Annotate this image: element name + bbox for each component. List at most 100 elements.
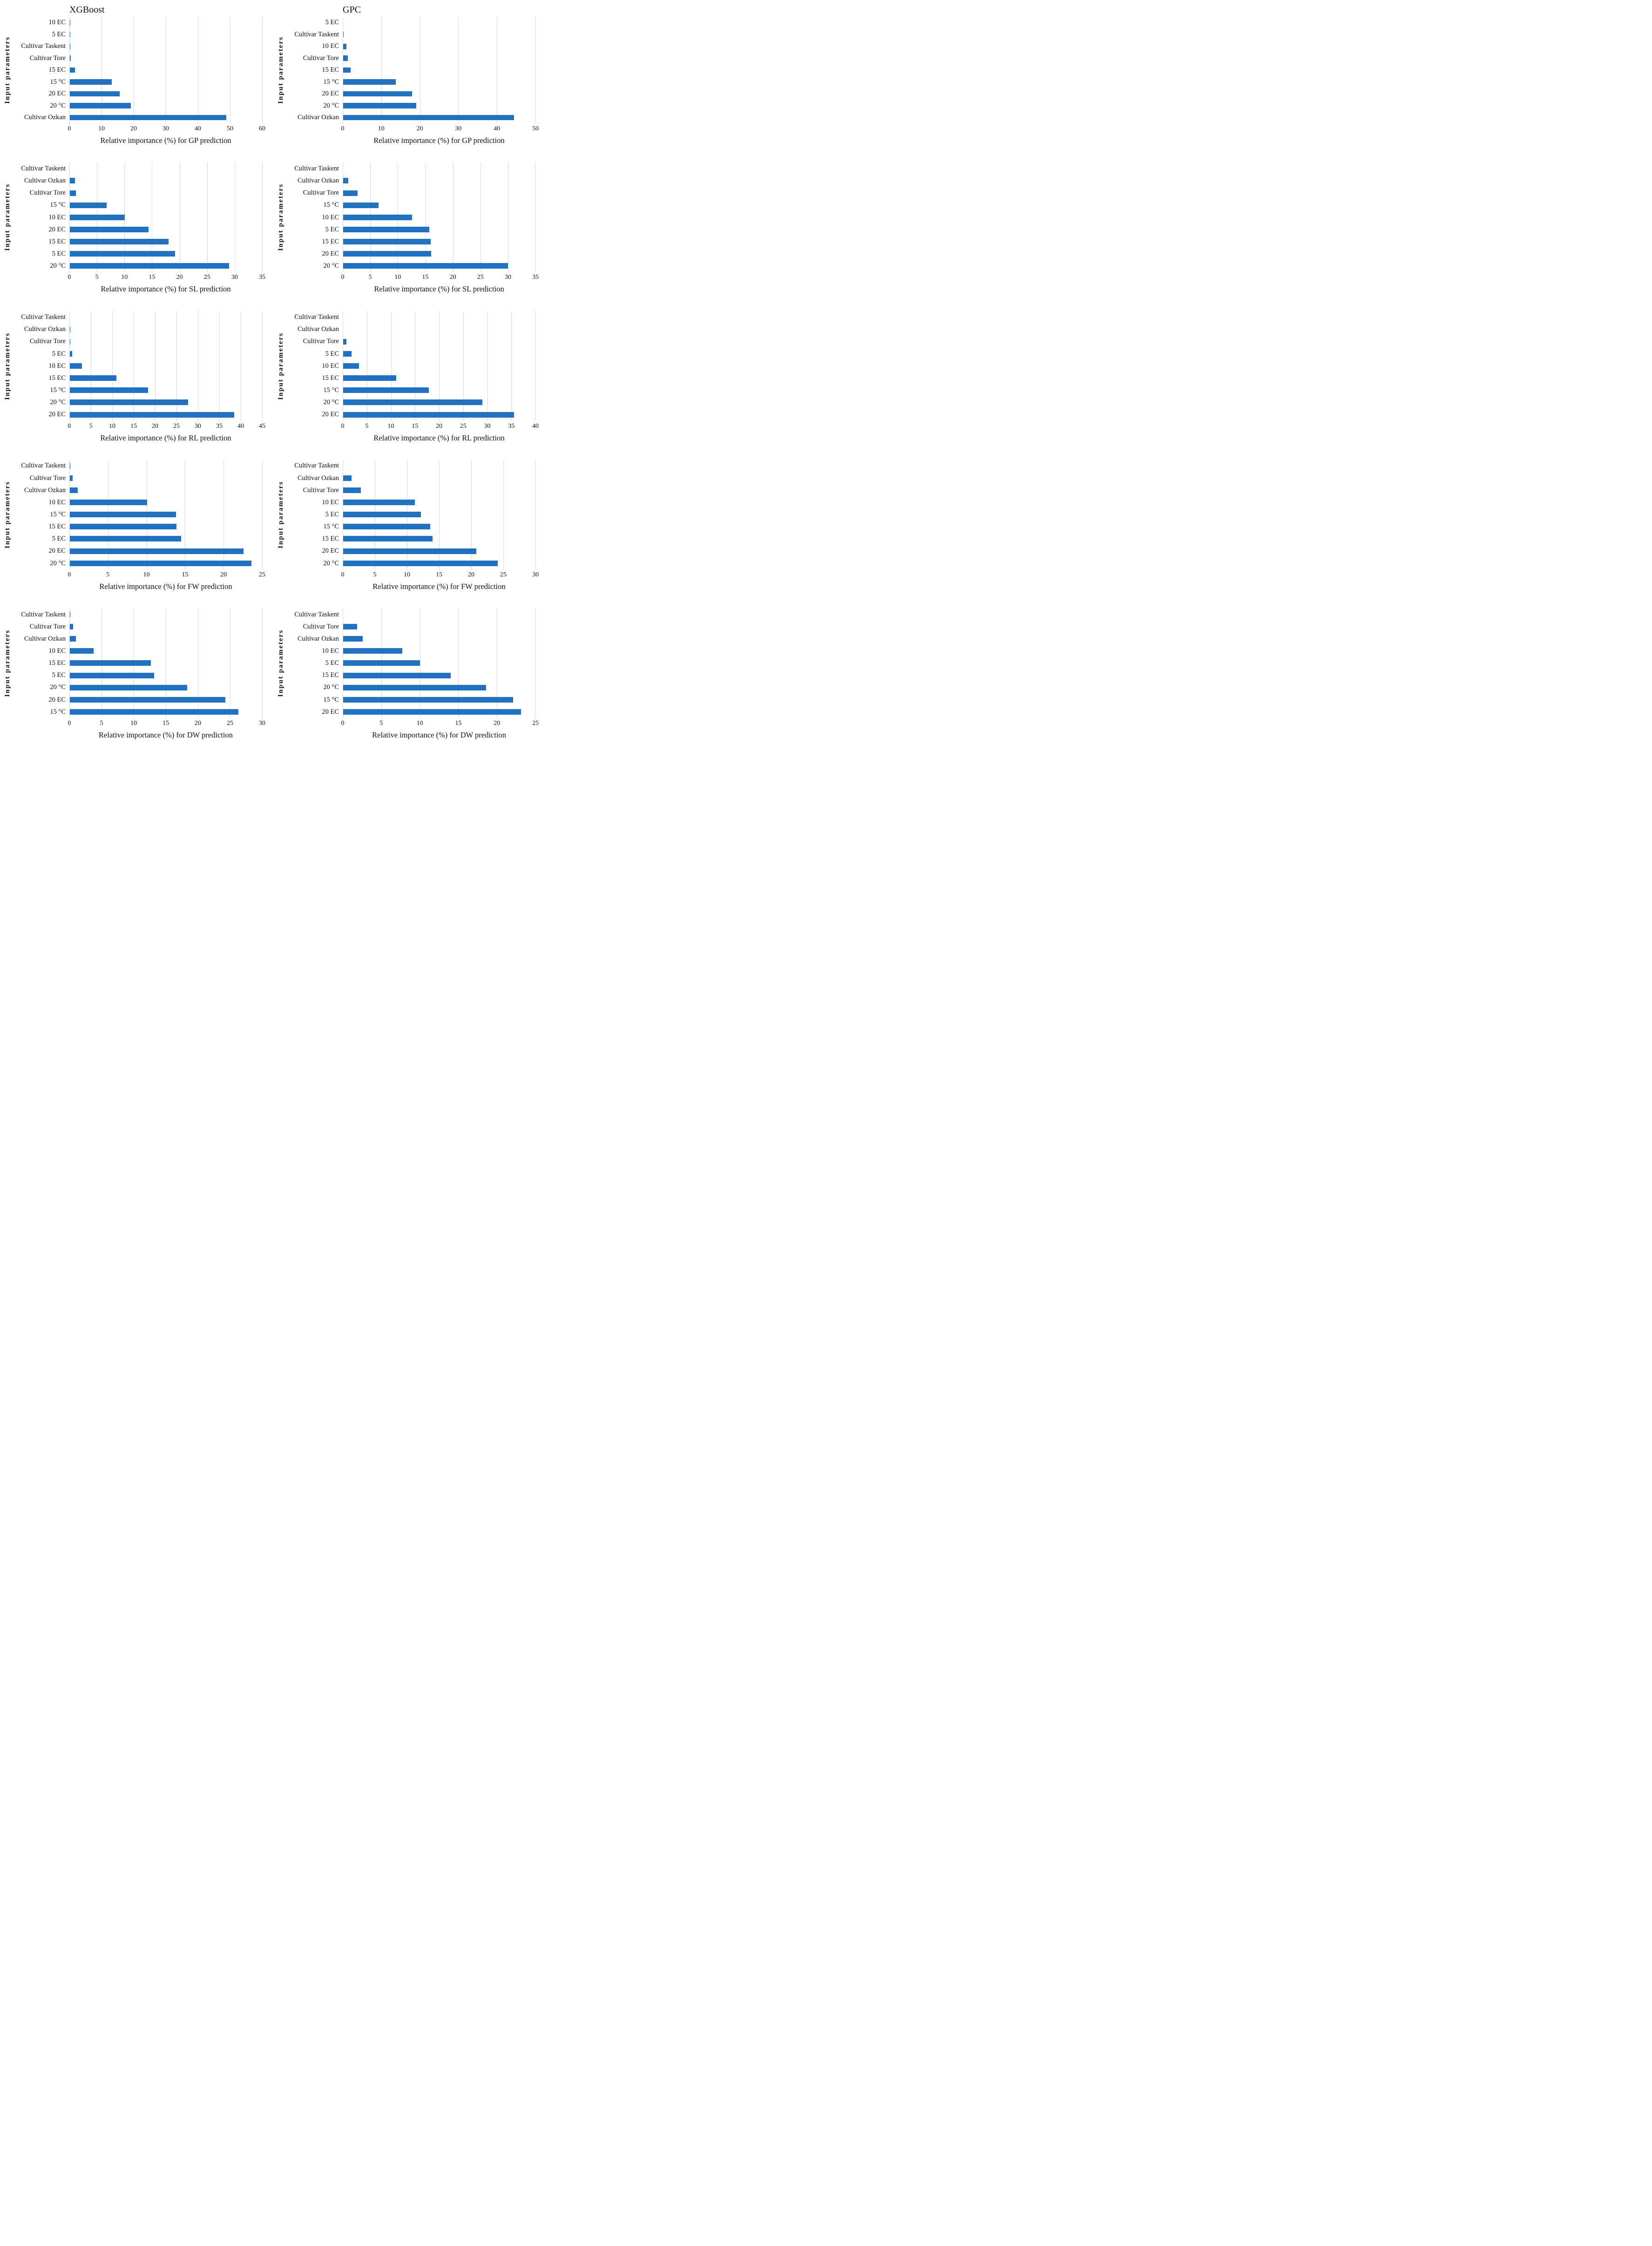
x-tick-label: 0 [341, 125, 345, 133]
x-tick-label: 35 [259, 274, 265, 281]
gridline [453, 162, 454, 272]
category-label: 15 °C [323, 78, 339, 86]
category-label: 5 EC [325, 659, 339, 667]
x-tick-label: 35 [216, 422, 223, 430]
category-label: 10 EC [322, 362, 339, 370]
category-labels: Cultivar Taskent Cultivar Ozkan Cultivar T… [286, 311, 343, 420]
bar [343, 226, 429, 232]
x-tick-label: 25 [227, 720, 233, 727]
bar [343, 32, 344, 38]
category-label: 15 EC [48, 66, 66, 74]
x-tick-label: 15 [412, 422, 419, 430]
chart-xgboost-fw: Input parameters Cultivar Taskent Cultivar… [0, 446, 273, 595]
x-tick-label: 20 [130, 125, 137, 133]
bar [343, 55, 348, 61]
category-label: Cultivar Tore [29, 338, 66, 345]
bar [70, 512, 176, 518]
chart-gpc-fw: Input parameters Cultivar Taskent Cultivar… [273, 446, 547, 595]
chart-title [343, 449, 541, 460]
bar [343, 387, 429, 393]
category-label: 20 EC [322, 90, 339, 98]
category-label: 20 EC [48, 225, 66, 233]
gridline [262, 460, 263, 569]
gridline [262, 311, 263, 421]
bar [343, 648, 402, 654]
x-tick-label: 15 [182, 571, 189, 578]
bar [343, 412, 515, 418]
category-label: Cultivar Taskent [294, 462, 339, 470]
x-tick-label: 10 [121, 274, 128, 281]
bar [343, 67, 351, 73]
bar [343, 709, 521, 715]
bar [70, 178, 75, 184]
x-tick-label: 0 [68, 720, 71, 727]
x-axis-ticks: 0 5 10 15 20 25 [68, 569, 266, 581]
x-tick-label: 20 [152, 422, 158, 430]
x-tick-label: 20 [449, 274, 456, 281]
bar [343, 43, 347, 49]
bar [70, 648, 94, 654]
category-label: 10 EC [48, 498, 66, 506]
bar [343, 375, 396, 381]
category-labels: Cultivar Taskent Cultivar Ozkan Cultivar T… [286, 162, 343, 272]
bar [70, 103, 131, 108]
category-label: Cultivar Taskent [21, 610, 66, 618]
category-label: Cultivar Ozkan [298, 177, 339, 185]
category-label: 20 EC [322, 411, 339, 419]
bar [343, 79, 396, 85]
category-label: 20 EC [48, 547, 66, 555]
category-label: 15 °C [323, 523, 339, 531]
x-tick-label: 5 [373, 571, 377, 578]
category-label: Cultivar Taskent [294, 165, 339, 172]
category-label: 15 EC [48, 374, 66, 382]
category-label: Cultivar Ozkan [24, 635, 66, 643]
gridline [262, 162, 263, 272]
bar [70, 214, 125, 220]
x-axis-title: Relative importance (%) for SL predictio… [374, 284, 504, 294]
gridline [219, 311, 220, 421]
bar [343, 338, 347, 345]
bar [343, 399, 483, 406]
category-label: 20 EC [48, 696, 66, 704]
bar [70, 697, 226, 703]
bar [343, 202, 379, 208]
gridline [535, 162, 536, 272]
x-tick-label: 60 [259, 125, 265, 133]
gridline [458, 17, 459, 124]
category-label: 15 °C [50, 510, 66, 518]
x-tick-label: 5 [368, 274, 372, 281]
chart-gpc-sl: Input parameters Cultivar Taskent Cultivar… [273, 149, 547, 297]
category-label: 10 EC [48, 19, 66, 27]
bar [70, 226, 149, 232]
category-label: 5 EC [325, 510, 339, 518]
category-label: 20 EC [322, 547, 339, 555]
x-tick-label: 40 [494, 125, 501, 133]
gridline [69, 17, 70, 124]
x-tick-label: 10 [394, 274, 401, 281]
category-label: Cultivar Tore [303, 622, 339, 630]
category-label: 15 EC [322, 66, 339, 74]
bar [70, 560, 251, 566]
bar [343, 363, 359, 369]
bar [70, 115, 227, 121]
gridline [262, 608, 263, 718]
x-tick-label: 5 [379, 720, 383, 727]
x-axis-ticks: 0 5 10 15 20 25 30 35 40 [341, 421, 539, 432]
category-label: Cultivar Tore [303, 338, 339, 345]
x-tick-label: 25 [500, 571, 507, 578]
chart-gpc-rl: Input parameters Cultivar Taskent Cultivar… [273, 297, 547, 446]
x-axis-ticks: 0 10 20 30 40 50 [341, 123, 539, 135]
category-label: 5 EC [325, 225, 339, 233]
x-tick-label: 30 [194, 422, 201, 430]
bar [70, 190, 76, 196]
category-label: 15 EC [48, 523, 66, 531]
bar [343, 190, 358, 196]
y-axis-label: Input parameters [277, 480, 284, 548]
x-tick-label: 10 [403, 571, 410, 578]
x-tick-label: 30 [504, 274, 511, 281]
x-tick-label: 40 [194, 125, 201, 133]
bar [343, 263, 508, 269]
chart-xgboost-gp: XGBoost Input parameters 10 EC 5 EC Cultivar… [0, 0, 273, 149]
bar [343, 524, 430, 530]
x-tick-label: 35 [532, 274, 539, 281]
